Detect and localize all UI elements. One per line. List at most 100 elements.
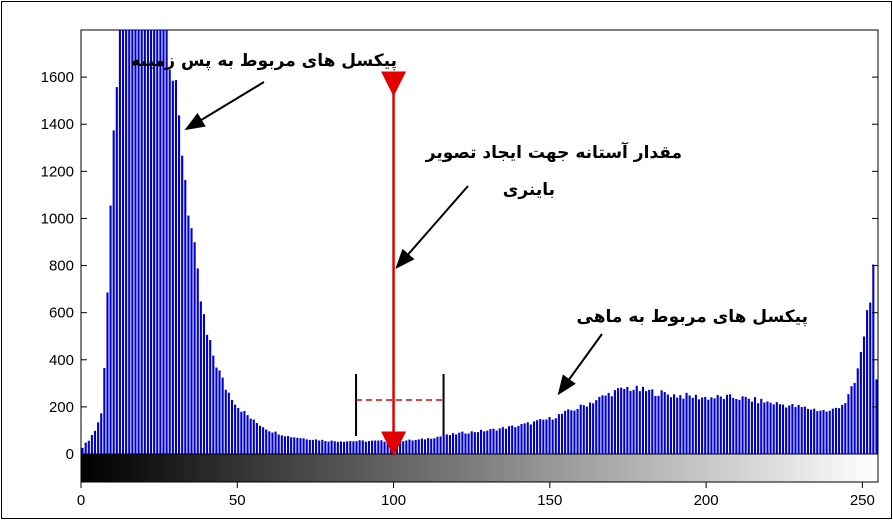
histogram-bar [327, 441, 330, 454]
histogram-bar [349, 441, 352, 454]
histogram-bar [255, 423, 258, 454]
histogram-bar [280, 435, 283, 454]
histogram-bar [395, 440, 399, 454]
histogram-bar [660, 390, 663, 454]
histogram-bar [486, 430, 489, 454]
histogram-bar [153, 30, 156, 454]
histogram-bar [240, 411, 243, 454]
histogram-bar [268, 431, 271, 454]
histogram-bar [760, 398, 763, 454]
histogram-bar [480, 429, 483, 454]
histogram-bar [554, 418, 557, 454]
histogram-bar [539, 419, 542, 454]
histogram-bar [455, 434, 458, 454]
x-axis: 0 50 100 150 200 250 [77, 482, 875, 509]
histogram-bar [433, 438, 436, 454]
histogram-bar [399, 441, 402, 454]
histogram-bar [355, 441, 358, 454]
histogram-bar [810, 409, 813, 454]
histogram-bar [651, 389, 654, 454]
histogram-bar [735, 399, 738, 454]
histogram-bar [118, 30, 121, 454]
histogram-bar [159, 30, 162, 454]
histogram-bar [853, 382, 856, 454]
histogram-bar [87, 440, 90, 454]
fish-label: پیکسل های مربوط به ماهی [577, 307, 809, 327]
histogram-bar [638, 391, 641, 454]
histogram-bar [286, 436, 290, 454]
histogram-bar [473, 432, 476, 454]
histogram-bar [504, 428, 508, 454]
histogram-bar [800, 407, 803, 454]
histogram-bar [803, 406, 806, 454]
histogram-bar [747, 398, 750, 454]
histogram-bar [461, 431, 464, 454]
histogram-bar [707, 399, 710, 454]
histogram-bar [613, 390, 616, 454]
histogram-bar [828, 410, 831, 454]
histogram-bar [414, 439, 417, 454]
histogram-bar [423, 439, 427, 454]
histogram-bar [402, 441, 405, 454]
histogram-bar [93, 430, 97, 454]
histogram-bar [592, 403, 595, 454]
histogram-bar [532, 421, 536, 454]
histogram-bar [579, 404, 582, 454]
histogram-bar [106, 292, 109, 454]
histogram-bar [181, 155, 184, 454]
histogram-bar [567, 409, 570, 454]
y-tick-label: 1200 [41, 163, 74, 180]
histogram-bar [489, 429, 492, 454]
histogram-bar [548, 416, 551, 454]
histogram-bar [862, 336, 866, 454]
fish-arrow [557, 333, 603, 396]
histogram-bar [781, 404, 785, 454]
histogram-bar [265, 429, 268, 454]
histogram-bar [371, 440, 374, 454]
y-tick-label: 1600 [41, 69, 74, 86]
histogram-bar [529, 424, 532, 454]
threshold-label-line2: باینری [503, 180, 555, 200]
histogram-bar [252, 419, 255, 454]
histogram-bar [688, 395, 691, 454]
histogram-bar [171, 80, 174, 454]
histogram-bar [744, 396, 747, 454]
histogram-bar [262, 427, 265, 454]
histogram-bar [666, 394, 669, 454]
histogram-bar [202, 314, 206, 454]
histogram-bar [682, 398, 685, 454]
histogram-bar [436, 436, 439, 454]
histogram-bar [243, 410, 246, 454]
histogram-bar [346, 441, 349, 454]
histogram-bar [825, 411, 828, 454]
histogram-bar [595, 400, 598, 454]
histogram-bar [763, 402, 766, 454]
histogram-bar [585, 406, 588, 454]
histogram-bar [156, 30, 159, 454]
histogram-bar [218, 370, 221, 454]
histogram-bar [125, 30, 128, 454]
histogram-bar [713, 398, 716, 454]
x-tick-label: 0 [77, 492, 85, 509]
histogram-bar [673, 394, 676, 454]
histogram-bar [81, 447, 84, 454]
histogram-bar [679, 395, 682, 454]
histogram-bar [598, 396, 601, 454]
histogram-bar [143, 30, 146, 454]
histogram-bar [168, 69, 171, 455]
histogram-bar [772, 404, 775, 454]
annotations: پیکسل های مربوط به پس زمینه مقدار آستانه… [131, 51, 809, 457]
histogram-bar [383, 441, 386, 454]
histogram-bar [648, 389, 651, 454]
histogram-bar [193, 242, 196, 454]
threshold-text-arrow [395, 185, 469, 270]
histogram-bar [545, 419, 548, 454]
histogram-bar [872, 264, 875, 454]
histogram-bar [570, 410, 573, 454]
histogram-bar [523, 423, 526, 454]
histogram-bar [430, 438, 433, 454]
histogram-bar [819, 410, 822, 454]
histogram-bar [324, 441, 327, 454]
histogram-bar [230, 399, 234, 454]
